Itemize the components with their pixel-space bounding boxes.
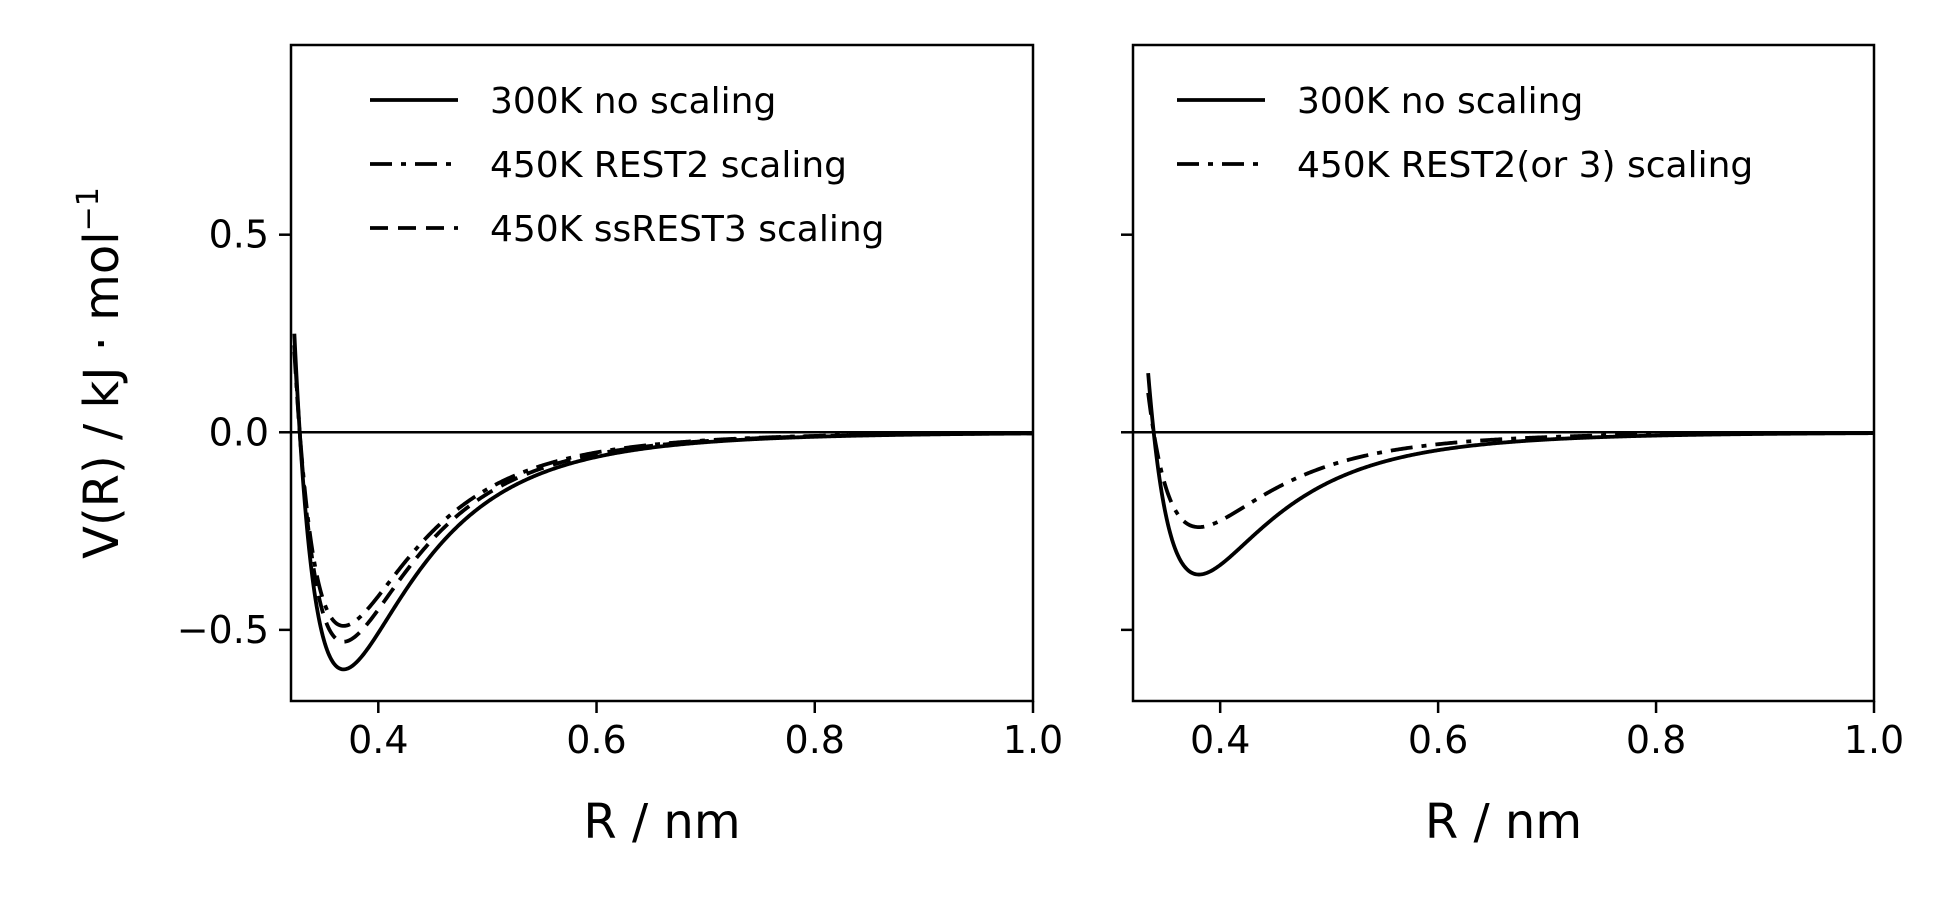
x-axis-label: R / nm [1425,794,1582,850]
legend-label-3: 450K ssREST3 scaling [490,209,885,250]
series-group [292,333,1033,672]
legend-label-1: 300K no scaling [1297,81,1583,122]
x-tick-label: 1.0 [1003,718,1063,762]
series-line-1 [1146,372,1874,577]
x-tick-label: 0.4 [348,718,408,762]
left-panel: 0.4 0.6 0.8 1.0 0.5 0.0 −0.5 R / nm 300K no scal… [177,43,1063,850]
x-axis-label: R / nm [583,794,740,850]
legend-label-2: 450K REST2 scaling [490,145,847,186]
plot-frame [1131,43,1876,703]
y-axis-label-exponent: −1 [71,187,106,231]
y-axis-label: V(R) / kJ · mol−1 [71,187,130,559]
series-group [1146,372,1874,577]
x-tick-label: 0.8 [1626,718,1686,762]
plot-frame [289,43,1035,703]
x-tick-label: 0.8 [785,718,845,762]
svg-text:V(R) / kJ · mol−1: V(R) / kJ · mol−1 [71,187,130,559]
x-tick-label: 0.6 [1408,718,1468,762]
x-tick-label: 0.6 [566,718,626,762]
legend-label-1: 300K no scaling [490,81,776,122]
y-axis-label-main: V(R) / kJ · mol [74,231,130,559]
legend-label-2: 450K REST2(or 3) scaling [1297,145,1753,186]
y-tick-label: 0.5 [209,213,269,257]
series-line-2 [292,351,1033,628]
series-line-2 [1146,392,1874,530]
y-tick-label: −0.5 [177,608,269,652]
right-panel: 0.4 0.6 0.8 1.0 R / nm 300K no scaling 450K RE… [1121,43,1904,850]
series-line-1 [292,333,1033,672]
series-line-3 [292,345,1033,644]
x-tick-label: 1.0 [1844,718,1904,762]
x-tick-label: 0.4 [1190,718,1250,762]
legend: 300K no scaling 450K REST2 scaling 450K ss… [370,81,885,250]
y-tick-label: 0.0 [209,410,269,454]
legend: 300K no scaling 450K REST2(or 3) scaling [1177,81,1753,186]
